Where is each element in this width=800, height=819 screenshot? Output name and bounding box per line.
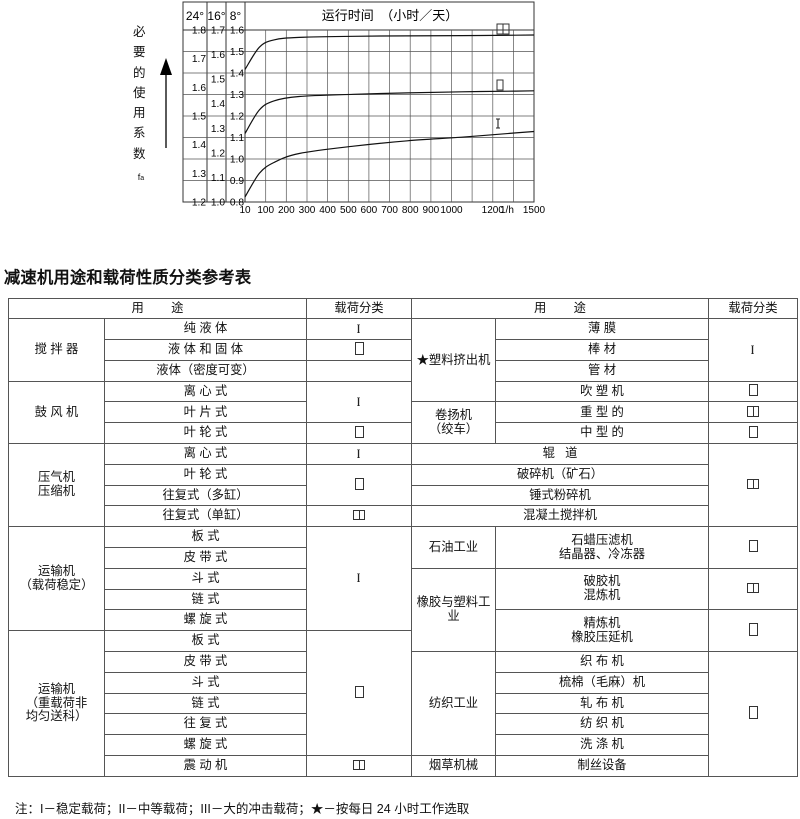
svg-text:1.4: 1.4 bbox=[211, 99, 225, 110]
svg-text:1.4: 1.4 bbox=[192, 140, 206, 151]
svg-text:1.7: 1.7 bbox=[192, 54, 206, 65]
svg-text:700: 700 bbox=[381, 205, 398, 216]
svg-text:1/h: 1/h bbox=[500, 205, 514, 216]
svg-text:0.8: 0.8 bbox=[230, 198, 244, 209]
svg-text:1500: 1500 bbox=[523, 205, 546, 216]
svg-text:1.8: 1.8 bbox=[192, 26, 206, 37]
svg-text:0.9: 0.9 bbox=[230, 176, 244, 187]
svg-text:600: 600 bbox=[361, 205, 378, 216]
svg-text:1.5: 1.5 bbox=[192, 112, 206, 123]
svg-text:1.3: 1.3 bbox=[230, 90, 244, 101]
svg-text:1000: 1000 bbox=[440, 205, 463, 216]
svg-text:1.6: 1.6 bbox=[211, 50, 225, 61]
svg-text:1.2: 1.2 bbox=[230, 112, 244, 123]
svg-text:300: 300 bbox=[299, 205, 316, 216]
svg-text:8°: 8° bbox=[230, 9, 242, 23]
svg-text:1.2: 1.2 bbox=[192, 198, 206, 209]
svg-text:500: 500 bbox=[340, 205, 357, 216]
svg-text:1.6: 1.6 bbox=[192, 83, 206, 94]
svg-text:800: 800 bbox=[402, 205, 419, 216]
svg-text:1.5: 1.5 bbox=[211, 75, 225, 86]
svg-text:1.6: 1.6 bbox=[230, 26, 244, 37]
svg-text:100: 100 bbox=[257, 205, 274, 216]
svg-text:1.2: 1.2 bbox=[211, 148, 225, 159]
svg-text:400: 400 bbox=[319, 205, 336, 216]
svg-text:1.3: 1.3 bbox=[211, 124, 225, 135]
svg-text:200: 200 bbox=[278, 205, 295, 216]
svg-text:1.4: 1.4 bbox=[230, 69, 244, 80]
svg-text:运行时间 （小时／天）: 运行时间 （小时／天） bbox=[322, 8, 459, 23]
svg-text:900: 900 bbox=[423, 205, 440, 216]
svg-text:1.0: 1.0 bbox=[211, 198, 225, 209]
svg-text:1.1: 1.1 bbox=[230, 133, 244, 144]
svg-text:1.3: 1.3 bbox=[192, 169, 206, 180]
svg-text:1.0: 1.0 bbox=[230, 155, 244, 166]
svg-text:1.7: 1.7 bbox=[211, 26, 225, 37]
svg-text:24°: 24° bbox=[186, 9, 204, 23]
svg-text:16°: 16° bbox=[207, 9, 225, 23]
svg-text:1.5: 1.5 bbox=[230, 47, 244, 58]
svg-text:1.1: 1.1 bbox=[211, 173, 225, 184]
